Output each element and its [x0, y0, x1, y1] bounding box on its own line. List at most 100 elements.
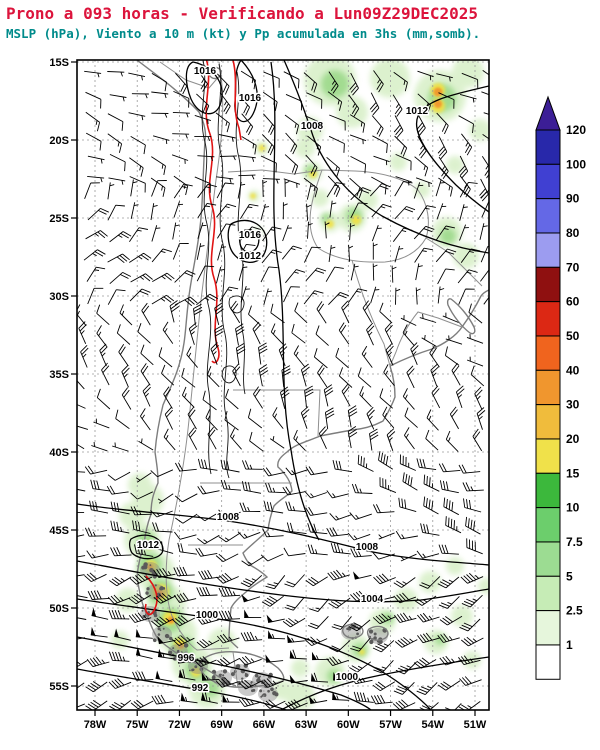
- wind-barb: [284, 179, 290, 197]
- wind-barb: [291, 323, 306, 344]
- wind-barb: [217, 243, 226, 261]
- wind-barb: [382, 406, 395, 429]
- wind-barb: [85, 230, 108, 240]
- wind-barb: [349, 114, 366, 133]
- wind-barb: [437, 136, 448, 160]
- wind-barb: [304, 490, 327, 499]
- wind-barb: [177, 542, 197, 555]
- colorbar-tick-label: 5: [566, 569, 573, 583]
- wind-barb: [415, 177, 433, 188]
- wind-barb: [414, 156, 429, 177]
- wind-barb: [373, 573, 396, 585]
- wind-barb: [132, 520, 151, 534]
- wind-barb: [214, 302, 224, 326]
- wind-barb: [152, 272, 175, 282]
- wind-barb: [379, 302, 393, 324]
- colorbar-segment: [535, 404, 561, 440]
- colorbar-tick-label: 50: [566, 329, 580, 343]
- wind-barb: [86, 550, 109, 559]
- isobar-contour: [128, 534, 164, 560]
- wind-barb: [285, 467, 309, 476]
- wind-barb: [265, 575, 286, 590]
- wind-barb: [218, 532, 241, 543]
- wind-barb: [129, 157, 144, 177]
- isobar-label: 1000: [196, 610, 219, 621]
- wind-barb: [470, 365, 485, 387]
- wind-barb: [289, 674, 308, 684]
- wind-barb: [84, 527, 107, 537]
- wind-barb: [197, 485, 220, 495]
- wind-barb: [194, 114, 212, 125]
- wind-barb: [267, 630, 286, 640]
- wind-barb: [232, 363, 241, 387]
- wind-barb: [196, 93, 210, 115]
- wind-barb: [282, 617, 306, 628]
- wind-barb: [303, 290, 324, 305]
- wind-barb: [196, 586, 218, 597]
- wind-barb: [153, 592, 177, 604]
- wind-barb: [238, 174, 256, 180]
- wind-barb: [476, 407, 486, 430]
- wind-barb: [357, 367, 372, 388]
- wind-barb: [282, 486, 305, 496]
- wind-barb: [414, 247, 433, 263]
- wind-barb: [416, 112, 426, 136]
- wind-barb: [186, 346, 198, 368]
- wind-barb: [263, 113, 276, 136]
- wind-barb: [281, 245, 302, 260]
- wind-barb: [479, 178, 489, 202]
- wind-barb: [197, 458, 218, 471]
- wind-barb: [118, 344, 129, 367]
- lat-tick-label: 40S: [49, 447, 69, 459]
- wind-barb: [480, 246, 489, 263]
- wind-barb: [417, 205, 436, 221]
- wind-barb: [305, 506, 328, 516]
- terrain-contour: [228, 295, 245, 314]
- wind-barb: [87, 287, 104, 305]
- wind-barb: [173, 592, 197, 603]
- wind-barb: [158, 347, 173, 368]
- precip-blob-group: [145, 83, 445, 677]
- wind-barb: [237, 243, 256, 260]
- wind-barb: [400, 315, 417, 326]
- wind-barb: [217, 223, 236, 239]
- lon-tick-label: 60W: [337, 719, 360, 731]
- wind-barb: [261, 134, 275, 156]
- wind-barb: [152, 522, 173, 533]
- political-border: [233, 389, 321, 437]
- wind-barb: [180, 692, 198, 704]
- wind-barb: [142, 384, 151, 407]
- wind-barb: [247, 408, 263, 429]
- wind-barb: [328, 291, 349, 306]
- wind-barb: [253, 386, 263, 409]
- wind-barb: [177, 655, 196, 664]
- wind-barb: [481, 91, 489, 96]
- wind-barb: [282, 202, 288, 220]
- wind-barb: [155, 539, 174, 554]
- wind-barb: [285, 699, 308, 710]
- wind-barb: [155, 670, 173, 682]
- wind-barb: [304, 636, 328, 647]
- wind-barb: [414, 595, 437, 606]
- wind-barb: [386, 428, 396, 451]
- wind-barb: [393, 681, 415, 695]
- wind-barb: [458, 115, 474, 134]
- wind-barb: [349, 661, 372, 673]
- wind-barb: [218, 509, 241, 518]
- wind-barb: [300, 363, 310, 387]
- isobar-label: 1012: [239, 251, 262, 262]
- wind-barb: [351, 483, 373, 494]
- colorbar-segment: [535, 198, 561, 234]
- wind-barb: [109, 699, 132, 710]
- wind-barb: [438, 156, 449, 180]
- colorbar-segment: [535, 369, 561, 406]
- wind-barb: [216, 572, 239, 584]
- wind-barb: [93, 418, 110, 429]
- wind-barb: [361, 345, 373, 368]
- coastline-border-layer: [136, 60, 489, 689]
- wind-barb: [379, 477, 397, 494]
- lat-tick-label: 35S: [49, 369, 69, 381]
- wind-barb: [329, 114, 346, 131]
- political-border: [165, 61, 230, 651]
- wind-barb: [285, 93, 303, 111]
